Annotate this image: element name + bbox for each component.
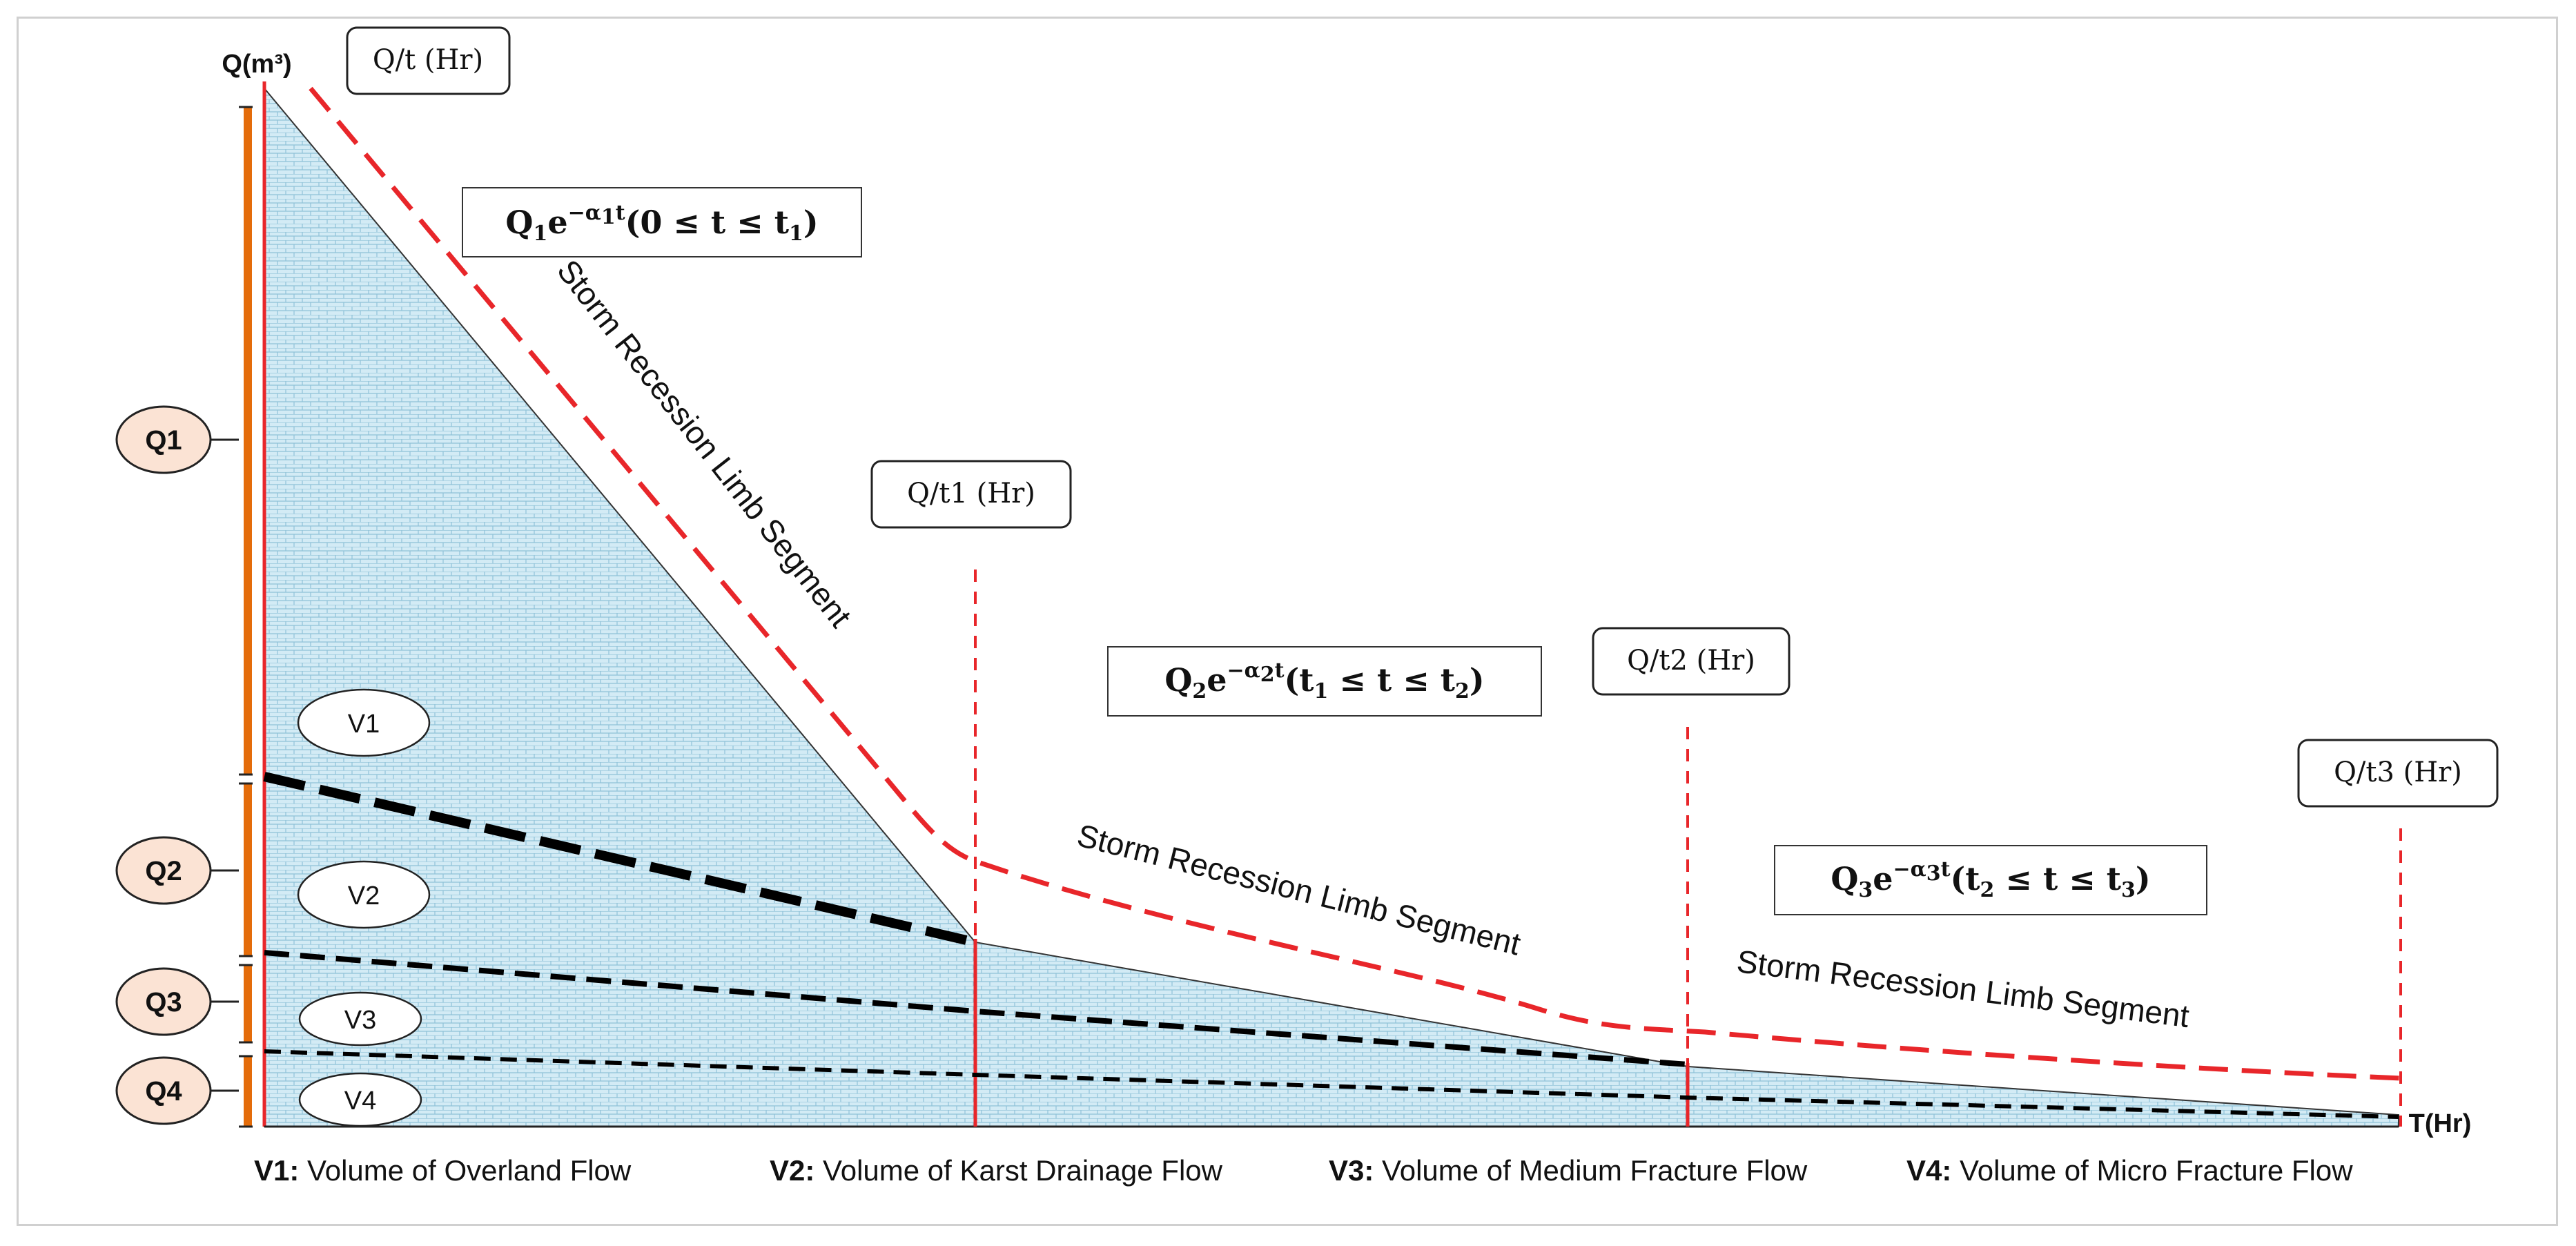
q1-badge: Q1	[115, 405, 212, 474]
q-connectors	[211, 438, 239, 1092]
q4-badge: Q4	[115, 1056, 212, 1125]
q3-badge: Q3	[115, 967, 212, 1036]
t3-box: Q/t3 (Hr)	[2297, 739, 2499, 808]
equation-1-box: Q1e−α1t(0 ≤ t ≤ t1)	[462, 187, 862, 257]
q1-label: Q1	[145, 425, 182, 456]
segment-label-3: Storm Recession Limb Segment	[1735, 943, 2191, 1034]
svg-text:Q/t (Hr): Q/t (Hr)	[373, 44, 483, 76]
q2-badge: Q2	[115, 836, 212, 905]
v3-badge: V3	[298, 991, 422, 1047]
x-axis-label: T(Hr)	[2409, 1109, 2472, 1138]
separator-v2-v3	[264, 950, 1688, 1067]
legend-v3: V3: Volume of Medium Fracture Flow	[1329, 1154, 1808, 1187]
equation-1: Q1e−α1t(0 ≤ t ≤ t1)	[505, 201, 818, 246]
v1-badge: V1	[297, 688, 431, 757]
recession-curve	[309, 86, 2401, 1081]
equation-2-box: Q2e−α2t(t1 ≤ t ≤ t2)	[1107, 646, 1542, 717]
svg-text:Q/t1 (Hr): Q/t1 (Hr)	[907, 478, 1035, 509]
v4-badge: V4	[298, 1072, 422, 1127]
q3-label: Q3	[145, 987, 182, 1018]
svg-text:Q/t3 (Hr): Q/t3 (Hr)	[2334, 757, 2462, 788]
separator-v1-v2	[263, 772, 977, 947]
equation-3: Q3e−α3t(t2 ≤ t ≤ t3)	[1831, 857, 2150, 902]
v2-label: V2	[348, 882, 380, 911]
y-unit-box: Q/t (Hr)	[346, 26, 511, 95]
y-axis-label: Q(m³)	[222, 50, 291, 79]
equation-2: Q2e−α2t(t1 ≤ t ≤ t2)	[1164, 659, 1484, 703]
q-bracket-caps	[239, 106, 253, 1128]
svg-text:Q/t2 (Hr): Q/t2 (Hr)	[1627, 645, 1755, 676]
separator-v3-v4	[264, 1049, 2399, 1119]
segment-label-2: Storm Recession Limb Segment	[1074, 817, 1525, 962]
legend-v4: V4: Volume of Micro Fracture Flow	[1906, 1154, 2353, 1187]
figure-frame	[17, 17, 2558, 1226]
v1-label: V1	[348, 710, 380, 739]
t2-box: Q/t2 (Hr)	[1592, 627, 1790, 696]
v3-label: V3	[344, 1006, 376, 1035]
v2-badge: V2	[297, 860, 431, 929]
q2-label: Q2	[145, 856, 182, 886]
t1-box: Q/t1 (Hr)	[870, 460, 1072, 529]
q4-label: Q4	[145, 1076, 182, 1107]
legend-v1: V1: Volume of Overland Flow	[254, 1154, 632, 1187]
equation-3-box: Q3e−α3t(t2 ≤ t ≤ t3)	[1774, 845, 2207, 915]
legend-v2: V2: Volume of Karst Drainage Flow	[770, 1154, 1223, 1187]
v4-label: V4	[344, 1087, 376, 1116]
